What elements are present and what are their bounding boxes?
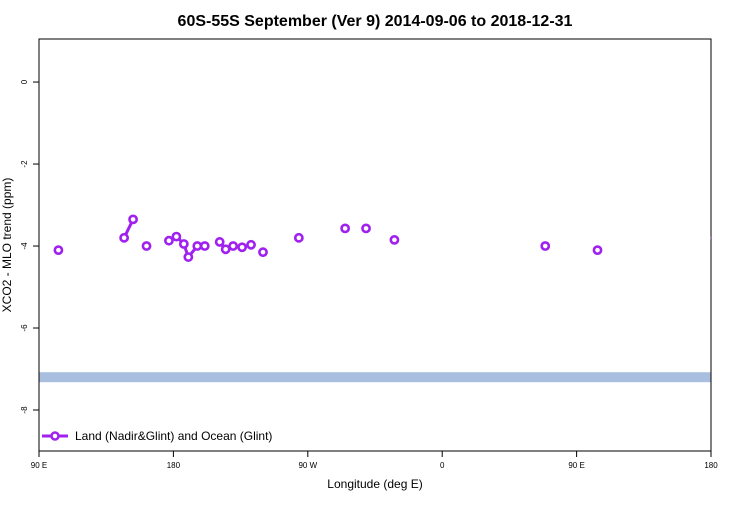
data-point — [199, 241, 210, 251]
data-point — [214, 237, 225, 247]
data-point — [220, 244, 231, 255]
reference-band — [39, 372, 711, 383]
y-tick-label: 0 — [20, 79, 29, 84]
y-tick-label: -2 — [20, 160, 29, 168]
data-point — [183, 252, 194, 262]
y-tick-label: -8 — [20, 406, 29, 414]
y-tick-label: -6 — [20, 324, 29, 332]
data-point — [734, 242, 741, 249]
data-point — [192, 241, 203, 251]
series-line-segment — [715, 219, 724, 237]
data-point — [228, 241, 239, 251]
data-point — [53, 245, 64, 256]
data-point — [246, 239, 256, 250]
x-tick-label: 180 — [704, 461, 718, 470]
data-point — [721, 216, 728, 223]
y-axis-label: XCO2 - MLO trend (ppm) — [0, 178, 14, 313]
chart-title: 60S-55S September (Ver 9) 2014-09-06 to … — [178, 13, 573, 30]
legend-marker-swatch — [50, 431, 60, 441]
data-point — [164, 235, 174, 246]
data-point — [340, 223, 351, 234]
x-tick-label: 180 — [167, 461, 181, 470]
data-point — [171, 231, 182, 242]
data-point — [592, 245, 603, 256]
data-point — [237, 242, 247, 253]
data-point — [128, 214, 138, 225]
y-tick-label: -4 — [20, 242, 29, 250]
x-tick-label: 90 W — [298, 461, 317, 470]
data-point — [178, 239, 189, 249]
x-axis-label: Longitude (deg E) — [327, 477, 422, 491]
x-tick-label: 90 E — [568, 461, 584, 470]
x-tick-label: 0 — [440, 461, 445, 470]
x-tick-label: 90 E — [31, 461, 47, 470]
data-point — [293, 232, 304, 243]
data-point — [119, 232, 130, 243]
data-point — [141, 241, 152, 251]
data-point — [258, 247, 268, 258]
legend: Land (Nadir&Glint) and Ocean (Glint) — [42, 429, 272, 443]
data-point — [361, 223, 371, 234]
legend-label: Land (Nadir&Glint) and Ocean (Glint) — [75, 429, 272, 443]
plot-frame — [38, 38, 712, 452]
data-point — [540, 241, 551, 251]
data-point — [710, 235, 711, 240]
data-point — [389, 234, 400, 245]
